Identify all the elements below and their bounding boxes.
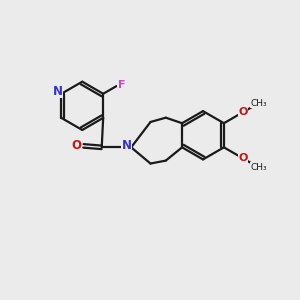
Text: CH₃: CH₃ bbox=[250, 163, 267, 172]
Text: N: N bbox=[122, 140, 131, 152]
Text: F: F bbox=[118, 80, 125, 90]
Text: O: O bbox=[238, 107, 248, 117]
Text: CH₃: CH₃ bbox=[250, 99, 267, 108]
Text: O: O bbox=[238, 153, 248, 164]
Text: N: N bbox=[53, 85, 63, 98]
Text: O: O bbox=[72, 140, 82, 152]
